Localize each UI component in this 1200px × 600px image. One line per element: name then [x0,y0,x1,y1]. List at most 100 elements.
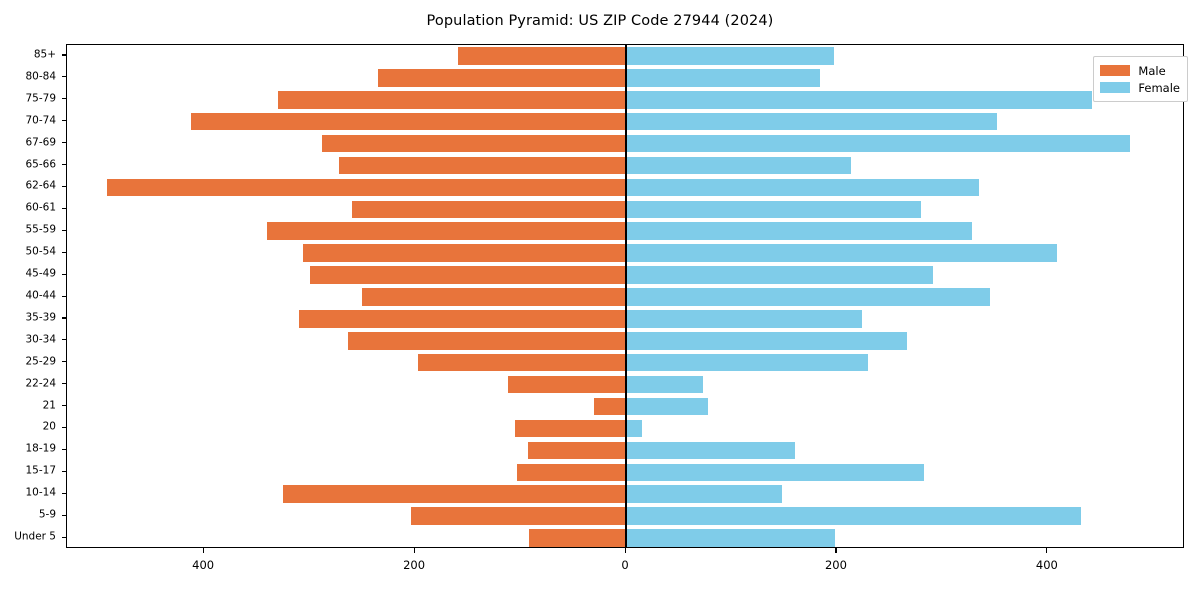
y-axis-tick-label: 18-19 [25,442,56,455]
bar-row [67,288,1183,306]
bar-female [626,91,1093,109]
bar-male [351,200,626,219]
y-axis: 85+ 80-84 75-79 70-74 67-69 65-66 62-64 60-61 55… [0,44,66,548]
bar-male [458,47,626,65]
x-axis: 400 200 0 200 400 [0,548,1200,588]
bar-male [507,375,626,394]
bar-female [626,112,998,131]
y-axis-tick [61,317,66,319]
x-axis-tick-label: 200 [824,558,847,572]
y-axis-tick-label: 80-84 [25,70,56,83]
legend-swatch-female [1100,82,1131,93]
bar-female [626,529,835,547]
y-axis-tick [61,229,66,231]
bar-male [527,441,626,460]
y-axis-tick-label: 65-66 [25,158,56,171]
bar-male [191,112,626,131]
y-axis-tick-label: 62-64 [25,179,56,192]
y-axis-tick-label: 75-79 [25,92,56,105]
bar-row [67,134,1183,153]
x-axis-tick [413,548,415,553]
bar-male [277,91,626,109]
y-axis-tick-label: Under 5 [14,530,56,543]
y-axis-tick-label: 22-24 [25,377,56,390]
x-axis-tick [202,548,204,553]
bar-male [283,485,626,503]
bar-female [626,244,1058,262]
y-axis-tick-label: 30-34 [25,333,56,346]
bar-female [626,397,709,416]
bar-female [626,222,972,240]
bar-row [67,441,1183,460]
y-axis-tick [61,142,66,144]
bar-row [67,375,1183,394]
y-axis-tick [61,76,66,78]
bar-female [626,441,795,460]
y-axis-tick [61,185,66,188]
x-axis-tick [624,548,626,553]
zero-axis-line [625,45,627,547]
bar-row [67,353,1183,372]
x-axis-tick [835,548,837,553]
legend-label-female: Female [1138,80,1180,95]
y-axis-tick-label: 10-14 [25,486,56,499]
y-axis-tick [61,536,66,538]
bar-row [67,485,1183,503]
bar-female [626,266,933,284]
y-axis-tick [61,514,66,516]
bar-male [378,69,626,87]
y-axis-tick [61,251,66,253]
chart-legend: Male Female [1093,56,1188,102]
bar-male [339,156,626,175]
bar-female [626,485,783,503]
bar-row [67,112,1183,131]
y-axis-tick [61,405,66,407]
bar-row [67,463,1183,482]
y-axis-tick-label: 70-74 [25,114,56,127]
y-axis-tick-label: 55-59 [25,223,56,236]
bar-female [626,332,907,350]
bar-female [626,419,642,438]
bar-male [418,353,626,372]
bar-female [626,178,980,197]
bar-row [67,156,1183,175]
bar-row [67,91,1183,109]
y-axis-tick-label: 40-44 [25,289,56,302]
page-title: Population Pyramid: US ZIP Code 27944 (2… [426,13,774,29]
bar-male [515,419,626,438]
bar-male [517,463,626,482]
y-axis-tick [61,164,66,166]
y-axis-tick [61,339,66,341]
y-axis-tick [61,448,66,450]
y-axis-tick-label: 20 [42,420,56,433]
y-axis-tick [61,54,66,56]
bar-male [309,266,626,284]
bar-female [626,200,922,219]
y-axis-tick [61,98,66,100]
bar-row [67,222,1183,240]
y-axis-tick [61,383,66,385]
bar-row [67,47,1183,65]
y-axis-tick [61,426,66,429]
x-axis-tick-label: 400 [192,558,215,572]
bar-male [528,529,626,547]
legend-entry-male: Male [1100,62,1180,79]
plot-area [66,44,1184,548]
y-axis-tick [61,207,66,209]
bar-row [67,178,1183,197]
bar-male [299,310,626,328]
legend-entry-female: Female [1100,79,1180,96]
bar-female [626,156,851,175]
bar-male [594,397,626,416]
bar-male [322,134,626,153]
bar-female [626,69,821,87]
y-axis-tick [61,295,66,297]
y-axis-tick-label: 67-69 [25,136,56,149]
x-axis-tick-label: 400 [1035,558,1058,572]
x-axis-tick [1046,548,1048,553]
y-axis-tick-label: 15-17 [25,464,56,477]
y-axis-tick-label: 50-54 [25,245,56,258]
x-axis-tick-label: 200 [403,558,426,572]
y-axis-tick-label: 21 [42,399,56,412]
